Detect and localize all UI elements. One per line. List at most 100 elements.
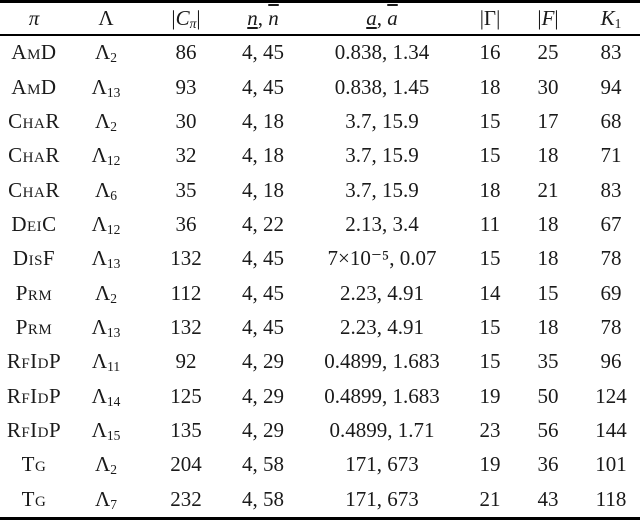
k1-cell: 124 xyxy=(595,383,627,408)
a-range-cell: 171, 673 xyxy=(345,486,419,511)
gamma-cell: 15 xyxy=(479,349,501,374)
f-cell: 35 xyxy=(537,349,559,374)
table-row: Prm Λ13 132 4, 45 2.23, 4.91 15 18 78 xyxy=(0,310,640,344)
n-range-cell: 4, 29 xyxy=(242,417,284,442)
lambda-subscript: 2 xyxy=(110,462,117,478)
lambda-subscript: 13 xyxy=(106,325,121,340)
header-row: π Λ |Cπ| n, n a, a |Γ| |F| K1 xyxy=(0,1,640,36)
k1-cell: 144 xyxy=(595,417,627,442)
gamma-cell: 15 xyxy=(479,315,501,340)
c-pi-cell: 232 xyxy=(170,486,202,511)
k1-cell: 71 xyxy=(600,143,622,168)
gamma-cell: 18 xyxy=(479,177,501,202)
lambda-subscript: 2 xyxy=(110,50,117,66)
gamma-cell: 19 xyxy=(479,383,501,408)
n-overbar-symbol: n xyxy=(268,5,279,30)
protocol-cell: AmD xyxy=(11,74,57,99)
table-row: RfIdP Λ14 125 4, 29 0.4899, 1.683 19 50 … xyxy=(0,379,640,413)
lambda-cell: Λ6 xyxy=(68,173,144,207)
n-range-cell: 4, 18 xyxy=(242,143,284,168)
gamma-cell: 18 xyxy=(479,74,501,99)
c-pi-cell: 132 xyxy=(170,246,202,271)
n-range-cell: 4, 18 xyxy=(242,177,284,202)
lambda-cell: Λ7 xyxy=(68,482,144,519)
table-header: π Λ |Cπ| n, n a, a |Γ| |F| K1 xyxy=(0,1,640,36)
c-pi-cell: 112 xyxy=(170,280,202,305)
lambda-subscript: 12 xyxy=(106,153,121,169)
k1-cell: 78 xyxy=(600,246,622,271)
lambda-symbol: Λ xyxy=(91,383,107,408)
c-pi-cell: 32 xyxy=(175,143,197,168)
table-row: ChaR Λ6 35 4, 18 3.7, 15.9 18 21 83 xyxy=(0,173,640,207)
protocol-cell: Prm xyxy=(15,315,53,340)
lambda-subscript: 13 xyxy=(106,84,121,100)
a-range-cell: 7×10⁻⁵, 0.07 xyxy=(327,246,437,271)
lambda-subscript: 14 xyxy=(106,393,121,409)
n-separator: , xyxy=(257,5,269,30)
gamma-cell: 14 xyxy=(479,280,501,305)
c-pi-cell: 92 xyxy=(175,349,197,374)
bar-open: | xyxy=(479,5,484,30)
f-cell: 56 xyxy=(537,417,559,442)
gamma-cell: 23 xyxy=(479,417,501,442)
lambda-symbol: Λ xyxy=(95,109,111,134)
table-row: DeiC Λ12 36 4, 22 2.13, 3.4 11 18 67 xyxy=(0,207,640,241)
f-cell: 18 xyxy=(537,212,559,237)
c-pi-cell: 125 xyxy=(170,383,202,408)
a-range-cell: 2.23, 4.91 xyxy=(340,280,424,305)
table-row: AmD Λ2 86 4, 45 0.838, 1.34 16 25 83 xyxy=(0,35,640,71)
f-cell: 21 xyxy=(537,177,559,202)
n-range-cell: 4, 45 xyxy=(242,315,284,340)
k1-cell: 83 xyxy=(600,40,622,65)
f-cell: 18 xyxy=(537,143,559,168)
lambda-symbol: Λ xyxy=(91,417,107,442)
protocol-cell: AmD xyxy=(11,40,57,65)
lambda-subscript: 6 xyxy=(110,187,117,203)
n-range-cell: 4, 18 xyxy=(242,109,284,134)
lambda-symbol: Λ xyxy=(95,280,111,305)
f-cell: 36 xyxy=(537,452,559,477)
gamma-cell: 15 xyxy=(479,246,501,271)
lambda-symbol: Λ xyxy=(95,40,111,65)
gamma-cell: 15 xyxy=(479,109,501,134)
a-underbar-symbol: a xyxy=(366,5,377,30)
c-pi-cell: 93 xyxy=(175,74,197,99)
protocol-cell: RfIdP xyxy=(6,349,62,374)
table-row: RfIdP Λ15 135 4, 29 0.4899, 1.71 23 56 1… xyxy=(0,413,640,447)
lambda-symbol: Λ xyxy=(91,349,108,374)
protocol-cell: DeiC xyxy=(11,212,57,237)
table-row: Tg Λ2 204 4, 58 171, 673 19 36 101 xyxy=(0,448,640,482)
n-range-cell: 4, 45 xyxy=(242,74,284,99)
lambda-cell: Λ2 xyxy=(68,276,144,310)
protocol-cell: ChaR xyxy=(8,143,60,168)
k1-cell: 68 xyxy=(600,109,622,134)
k-subscript: 1 xyxy=(614,15,622,31)
lambda-cell: Λ2 xyxy=(68,35,144,71)
table-row: AmD Λ13 93 4, 45 0.838, 1.45 18 30 94 xyxy=(0,70,640,104)
lambda-symbol: Λ xyxy=(98,5,114,30)
a-range-cell: 3.7, 15.9 xyxy=(345,143,419,168)
lambda-subscript: 2 xyxy=(110,119,117,135)
c-pi-cell: 132 xyxy=(170,315,202,340)
protocol-cell: Tg xyxy=(21,486,47,511)
a-range-cell: 0.4899, 1.683 xyxy=(324,349,440,374)
protocol-cell: DisF xyxy=(12,246,56,271)
lambda-cell: Λ11 xyxy=(68,345,144,379)
lambda-symbol: Λ xyxy=(95,177,111,202)
bar-open: | xyxy=(537,5,542,30)
lambda-subscript: 7 xyxy=(110,496,117,512)
lambda-symbol: Λ xyxy=(91,315,107,340)
a-range-cell: 0.4899, 1.683 xyxy=(324,383,440,408)
script-f-symbol: F xyxy=(541,5,555,30)
gamma-cell: 16 xyxy=(479,40,501,65)
protocol-cell: ChaR xyxy=(8,109,60,134)
k1-cell: 83 xyxy=(600,177,622,202)
k1-cell: 118 xyxy=(595,486,627,511)
lambda-cell: Λ2 xyxy=(68,105,144,139)
f-cell: 18 xyxy=(537,315,559,340)
a-range-cell: 0.838, 1.34 xyxy=(334,40,430,65)
a-range-cell: 2.23, 4.91 xyxy=(340,315,424,340)
f-cell: 18 xyxy=(537,246,559,271)
f-cell: 17 xyxy=(537,109,559,134)
col-header-c-pi: |Cπ| xyxy=(144,1,228,36)
